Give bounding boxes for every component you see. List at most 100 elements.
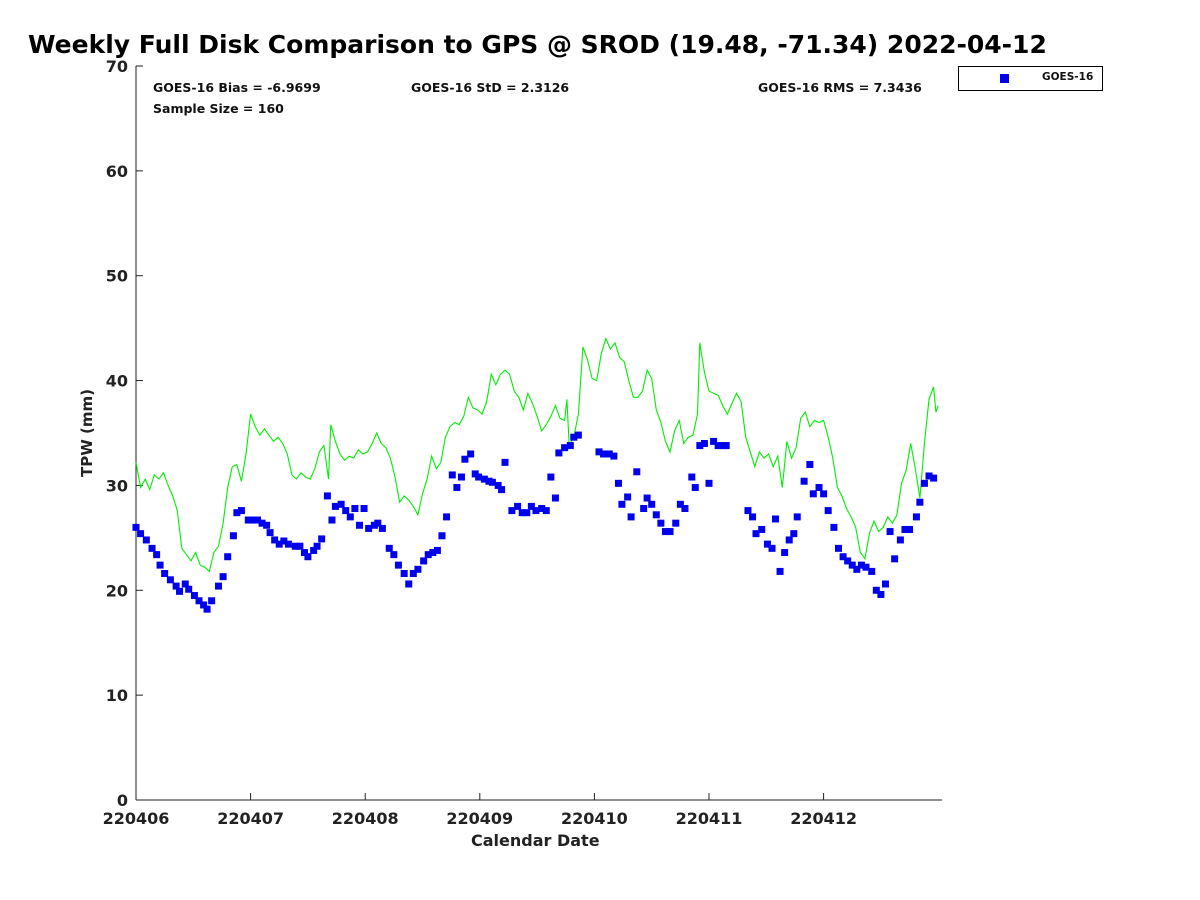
- y-tick-label: 60: [106, 162, 128, 181]
- goes16-data-point: [224, 553, 232, 561]
- y-axis-label: TPW (mm): [78, 389, 96, 477]
- goes16-data-point: [200, 601, 208, 609]
- goes16-data-point: [215, 582, 223, 590]
- goes16-data-point: [195, 597, 203, 605]
- goes16-data-point: [710, 437, 718, 445]
- goes16-data-point: [790, 530, 798, 538]
- bias-stat: GOES-16 Bias = -6.9699: [153, 80, 321, 95]
- x-tick-label: 220408: [332, 809, 399, 828]
- goes16-data-point: [538, 504, 546, 512]
- goes16-data-point: [830, 523, 838, 531]
- goes16-data-point: [263, 521, 271, 529]
- goes16-data-point: [523, 509, 531, 517]
- goes16-data-point: [300, 549, 308, 557]
- legend-label-goes16: GOES-16: [1042, 71, 1094, 83]
- goes16-data-point: [275, 540, 283, 548]
- goes16-data-point: [409, 570, 417, 578]
- y-tick-label: 70: [106, 57, 128, 76]
- goes16-data-point: [514, 502, 522, 510]
- goes16-data-point: [886, 528, 894, 536]
- goes16-data-point: [809, 490, 817, 498]
- goes16-data-point: [752, 530, 760, 538]
- goes16-data-point: [385, 544, 393, 552]
- goes16-data-point: [891, 555, 899, 563]
- goes16-data-point: [420, 557, 428, 565]
- y-tick-label: 30: [106, 476, 128, 495]
- goes16-data-point: [555, 449, 563, 457]
- goes16-data-point: [328, 516, 336, 524]
- goes16-data-point: [190, 592, 198, 600]
- goes16-data-point: [161, 570, 169, 578]
- goes16-data-point: [166, 576, 174, 584]
- goes16-data-point: [156, 561, 164, 569]
- goes16-data-point: [547, 473, 555, 481]
- x-tick-label: 220412: [790, 809, 857, 828]
- goes16-data-point: [595, 448, 603, 456]
- chart-title: Weekly Full Disk Comparison to GPS @ SRO…: [28, 30, 1047, 59]
- goes16-data-point: [443, 513, 451, 521]
- goes16-data-point: [518, 509, 526, 517]
- goes16-data-point: [551, 494, 559, 502]
- goes16-data-point: [280, 537, 288, 545]
- x-tick-label: 220409: [446, 809, 513, 828]
- goes16-data-point: [488, 478, 496, 486]
- legend-marker-goes16: [1000, 74, 1009, 83]
- goes16-data-point: [480, 475, 488, 483]
- goes16-data-point: [881, 580, 889, 588]
- goes16-data-point: [862, 563, 870, 571]
- rms-stat: GOES-16 RMS = 7.3436: [758, 80, 922, 95]
- goes16-data-point: [614, 479, 622, 487]
- y-tick-label: 0: [117, 791, 128, 810]
- goes16-data-point: [331, 502, 339, 510]
- goes16-data-point: [498, 486, 506, 494]
- goes16-data-point: [237, 507, 245, 515]
- goes16-data-point: [137, 530, 145, 538]
- goes16-data-point: [271, 536, 279, 544]
- goes16-data-point: [834, 544, 842, 552]
- goes16-data-point: [800, 477, 808, 485]
- goes16-data-point: [448, 471, 456, 479]
- goes16-data-point: [785, 536, 793, 544]
- goes16-data-point: [249, 516, 257, 524]
- goes16-data-point: [561, 444, 569, 452]
- std-stat: GOES-16 StD = 2.3126: [411, 80, 570, 95]
- goes16-data-point: [400, 570, 408, 578]
- goes16-data-point: [461, 455, 469, 463]
- goes16-data-point: [453, 484, 461, 492]
- goes16-data-point: [233, 509, 241, 517]
- goes16-data-point: [600, 450, 608, 458]
- goes16-data-point: [872, 586, 880, 594]
- goes16-data-point: [323, 492, 331, 500]
- goes16-data-point: [776, 567, 784, 575]
- goes16-data-point: [781, 549, 789, 557]
- gps-series-line: [135, 337, 939, 573]
- goes16-data-point: [310, 546, 318, 554]
- goes16-data-point: [643, 494, 651, 502]
- goes16-data-point: [313, 542, 321, 550]
- goes16-data-point: [365, 524, 373, 532]
- goes16-data-point: [296, 542, 304, 550]
- goes16-data-point: [508, 507, 516, 515]
- goes16-data-point: [925, 472, 933, 480]
- goes16-data-point: [806, 460, 814, 468]
- goes16-data-point: [815, 484, 823, 492]
- goes16-data-point: [390, 551, 398, 559]
- legend: GOES-16: [958, 66, 1103, 91]
- goes16-data-point: [868, 567, 876, 575]
- goes16-data-point: [342, 507, 350, 515]
- goes16-data-point: [676, 500, 684, 508]
- goes16-data-point: [176, 587, 184, 595]
- x-tick-label: 220407: [217, 809, 284, 828]
- goes16-data-point: [605, 450, 613, 458]
- goes16-data-point: [896, 536, 904, 544]
- goes16-data-point: [394, 561, 402, 569]
- goes16-data-point: [284, 540, 292, 548]
- goes16-data-point: [901, 525, 909, 533]
- goes16-data-point: [648, 500, 656, 508]
- goes16-data-point: [844, 557, 852, 565]
- goes16-data-point: [181, 580, 189, 588]
- goes16-data-point: [304, 553, 312, 561]
- goes16-data-point: [527, 502, 535, 510]
- goes16-data-point: [681, 504, 689, 512]
- goes16-data-point: [203, 605, 211, 613]
